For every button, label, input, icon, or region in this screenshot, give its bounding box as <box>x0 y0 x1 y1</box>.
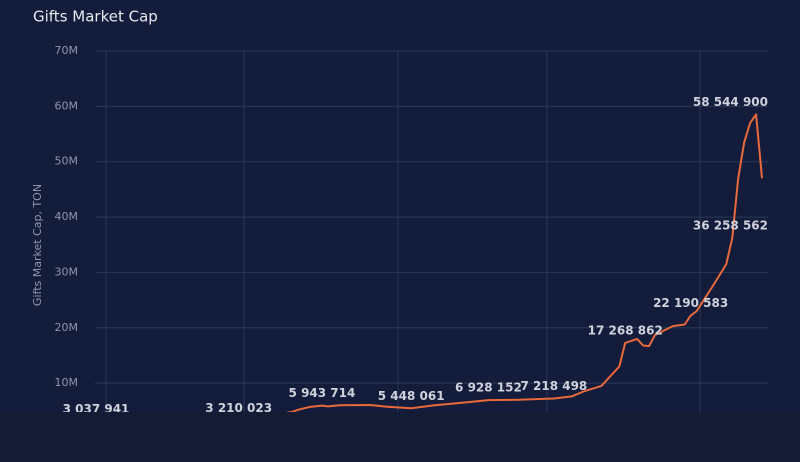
plot: 3 037 941 3 210 023 5 943 714 5 448 061 6 92… <box>63 50 768 416</box>
data-label: 22 190 583 <box>653 296 728 310</box>
data-label: 6 928 152 <box>455 381 522 395</box>
y-tick-label: 60M <box>55 99 79 112</box>
chart-title: Gifts Market Cap <box>33 8 158 26</box>
data-label: 5 448 061 <box>378 389 445 403</box>
data-label: 5 943 714 <box>289 386 356 400</box>
x-grid <box>105 51 701 412</box>
y-axis-title: Gifts Market Cap, TON <box>31 184 44 306</box>
data-label: 58 544 900 <box>693 95 768 109</box>
y-tick-label: 70M <box>55 44 79 57</box>
data-label: 7 218 498 <box>520 379 587 393</box>
data-label: 3 037 941 <box>63 402 130 416</box>
y-tick-label: 20M <box>55 321 79 334</box>
bottom-band <box>0 412 800 462</box>
data-label: 3 210 023 <box>205 401 272 415</box>
y-tick-label: 40M <box>55 210 79 223</box>
data-label: 36 258 562 <box>693 218 768 232</box>
data-label: 17 268 862 <box>588 323 663 337</box>
y-tick-label: 50M <box>55 155 79 168</box>
y-tick-label: 10M <box>55 376 79 389</box>
y-tick-label: 30M <box>55 265 79 278</box>
line <box>285 113 763 412</box>
